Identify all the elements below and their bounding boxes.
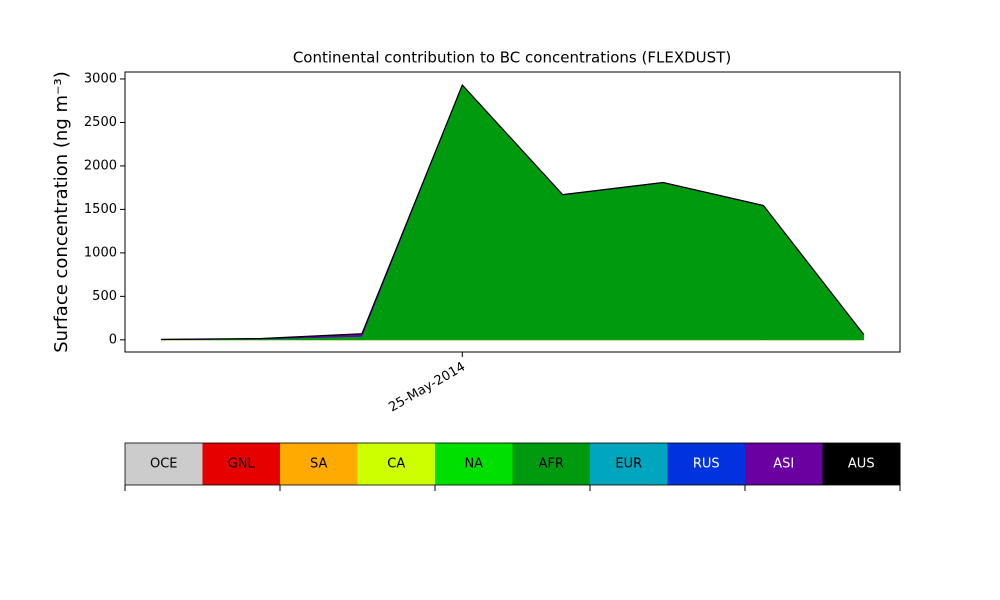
legend-swatch: [435, 443, 513, 485]
legend-swatch: [822, 443, 901, 485]
legend-swatch: [745, 443, 823, 485]
legend-swatch: [667, 443, 746, 485]
legend-label: GNL: [228, 457, 256, 472]
legend-label: AFR: [539, 457, 564, 472]
legend-label: SA: [310, 457, 327, 472]
plot-frame: [124, 71, 901, 353]
x-tick-label: 25-May-2014: [386, 360, 468, 416]
legend-swatch: [590, 443, 668, 485]
y-tick-label: 0: [109, 332, 117, 347]
y-tick-label: 2000: [84, 158, 117, 173]
area: [161, 85, 865, 341]
legend-frame: [124, 442, 901, 486]
legend-swatch: [202, 443, 281, 485]
legend-label: EUR: [615, 457, 642, 472]
y-tick-label: 500: [92, 289, 117, 304]
legend-label: ASI: [773, 457, 794, 472]
legend-swatch: [125, 443, 203, 485]
legend-swatch: [280, 443, 358, 485]
legend-label: NA: [464, 457, 483, 472]
y-tick-label: 3000: [84, 71, 117, 86]
legend-swatch: [512, 443, 591, 485]
legend-swatch: [357, 443, 436, 485]
y-axis-label: Surface concentration (ng m⁻³): [51, 71, 72, 353]
legend-label: OCE: [150, 457, 178, 472]
y-tick-label: 1500: [84, 202, 117, 217]
legend-label: CA: [387, 457, 405, 472]
area-outline: [161, 83, 865, 340]
chart-title: Continental contribution to BC concentra…: [293, 49, 731, 67]
legend-label: RUS: [693, 457, 720, 472]
y-tick-label: 2500: [84, 115, 117, 130]
legend-label: AUS: [848, 457, 875, 472]
y-tick-label: 1000: [84, 245, 117, 260]
